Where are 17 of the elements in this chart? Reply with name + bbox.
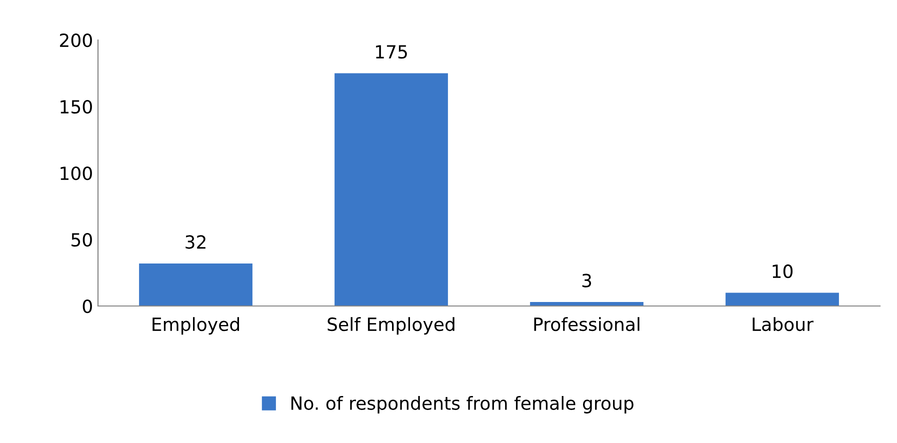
- data-label: 10: [772, 264, 793, 278]
- x-tick-label: Employed: [152, 317, 239, 335]
- data-label: 3: [582, 274, 592, 288]
- bar: [334, 73, 448, 306]
- y-tick-label: 200: [60, 33, 92, 48]
- y-tick-label: 50: [72, 232, 92, 247]
- y-tick-label: 0: [82, 299, 92, 314]
- x-tick-label: Self Employed: [328, 317, 454, 335]
- bar: [139, 263, 252, 306]
- x-tick-label: Labour: [752, 317, 814, 332]
- data-label: 175: [376, 45, 407, 59]
- y-tick-label: 150: [60, 100, 92, 114]
- legend-label: No. of respondents from female group: [291, 396, 634, 414]
- data-label: 32: [186, 235, 206, 249]
- y-tick-label: 100: [60, 166, 92, 180]
- bar: [726, 292, 839, 306]
- x-tick-label: Professional: [534, 317, 640, 332]
